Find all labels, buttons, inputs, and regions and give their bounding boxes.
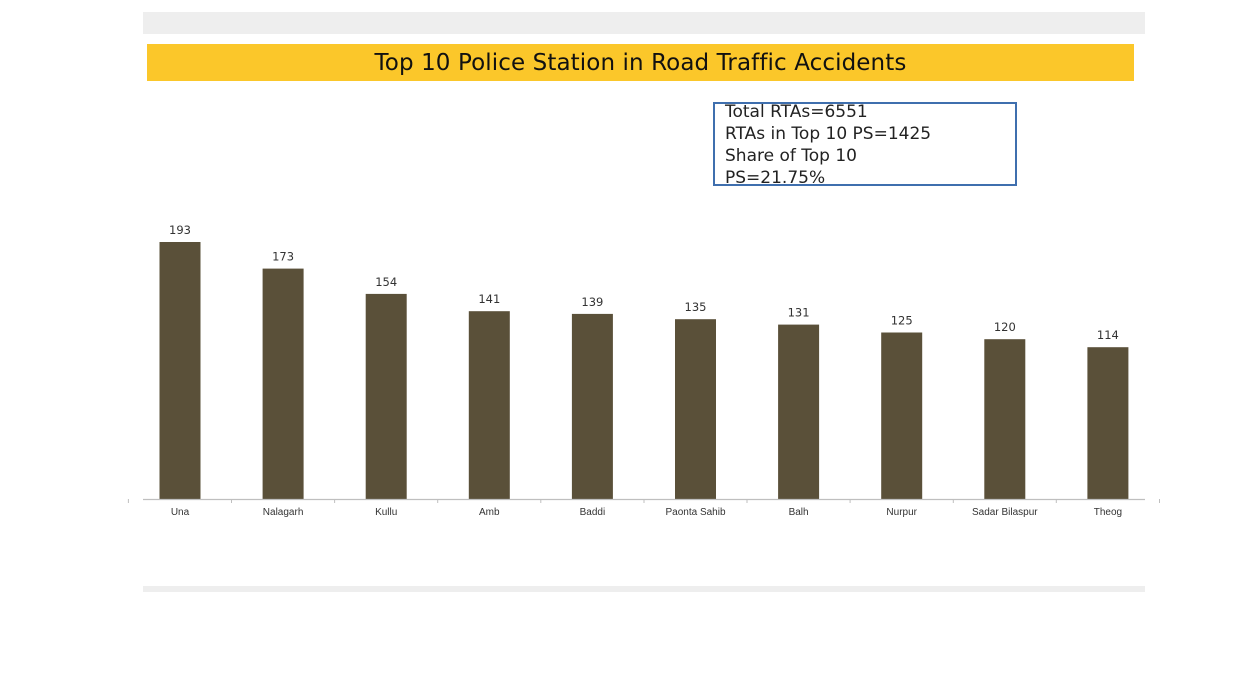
- annotation-share-value: PS=21.75%: [725, 168, 826, 186]
- chart-title: Top 10 Police Station in Road Traffic Ac…: [374, 49, 907, 76]
- bar-kullu: [365, 293, 407, 499]
- data-label: 193: [169, 223, 191, 237]
- data-label: 173: [272, 250, 294, 264]
- bar-nalagarh: [262, 268, 304, 499]
- data-label: 114: [1097, 328, 1119, 342]
- x-tick-label: Una: [171, 507, 190, 518]
- x-tick-label: Nurpur: [886, 507, 917, 518]
- data-label: 125: [891, 314, 913, 328]
- data-label: 135: [685, 300, 707, 314]
- data-label: 120: [994, 320, 1016, 334]
- bar-baddi: [571, 313, 613, 499]
- title-banner: Top 10 Police Station in Road Traffic Ac…: [147, 44, 1134, 81]
- x-tick-label: Theog: [1094, 507, 1122, 518]
- bar-una: [159, 242, 201, 499]
- top-divider: [143, 12, 1145, 34]
- data-label: 154: [375, 275, 397, 289]
- x-tick-label: Balh: [789, 507, 809, 518]
- data-label: 139: [581, 295, 603, 309]
- x-tick-label: Baddi: [580, 507, 606, 518]
- summary-annotation-box: Total RTAs=6551 RTAs in Top 10 PS=1425 S…: [713, 102, 1017, 186]
- bottom-divider: [143, 586, 1145, 592]
- annotation-share-label: Share of Top 10: [725, 146, 857, 166]
- data-label: 141: [478, 292, 500, 306]
- bar-paonta-sahib: [675, 319, 716, 499]
- bar-balh: [778, 324, 820, 499]
- x-tick-label: Amb: [479, 507, 500, 518]
- bar-sadar-bilaspur: [984, 339, 1026, 499]
- bar-amb: [468, 311, 510, 499]
- x-tick-label: Paonta Sahib: [665, 507, 725, 518]
- bar-theog: [1087, 347, 1129, 499]
- bar-nurpur: [881, 332, 923, 499]
- x-tick-label: Kullu: [375, 507, 397, 518]
- x-tick-label: Nalagarh: [263, 507, 304, 518]
- data-label: 131: [788, 306, 810, 320]
- x-tick-label: Sadar Bilaspur: [972, 507, 1038, 518]
- annotation-total-rtas: Total RTAs=6551: [725, 102, 868, 122]
- annotation-top10-rtas: RTAs in Top 10 PS=1425: [725, 124, 932, 144]
